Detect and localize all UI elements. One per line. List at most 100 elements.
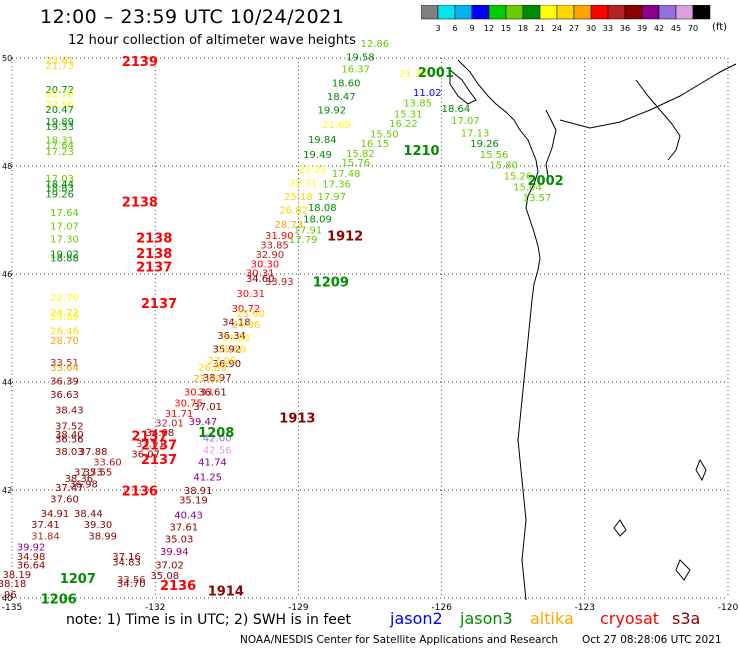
wave-height-value: 22.79	[50, 293, 79, 304]
pass-time-label: 2002	[528, 174, 564, 189]
wave-height-value: 28.70	[50, 336, 79, 347]
wave-height-value: 17.48	[332, 169, 361, 180]
wave-height-value: 18.88	[50, 254, 79, 265]
legend-jason2: jason2	[390, 609, 443, 628]
scale-label: 45	[671, 24, 681, 33]
wave-height-value: 25.60	[236, 309, 265, 320]
wave-height-value: 33.93	[265, 277, 294, 288]
wave-height-value: 33.64	[50, 363, 79, 374]
wave-height-value: 17.07	[451, 116, 480, 127]
wave-height-value: 30.31	[236, 289, 265, 300]
wave-height-value: 37.47	[55, 483, 84, 494]
wave-height-value: 18.60	[332, 79, 361, 90]
wave-height-value: 15.04	[513, 182, 542, 193]
lat-lon-grid: -135 -132 -129 -126 -123 -120 50 48 46 44 42 40	[2, 54, 739, 613]
wave-height-value: 42.56	[203, 445, 232, 456]
wave-height-value: 30.33	[184, 388, 213, 399]
pass-labels: 2139213821382138213721372137213721372136…	[41, 55, 564, 607]
pass-time-label: 2001	[418, 66, 454, 81]
scale-label: 39	[637, 24, 647, 33]
wave-height-value: 19.26	[45, 189, 74, 200]
wave-height-value: 33.51	[50, 358, 79, 369]
wave-height-value: 37.16	[112, 552, 141, 563]
wave-height-value: 38.97	[203, 373, 232, 384]
wave-height-value: 17.64	[45, 141, 74, 152]
wave-height-value: 34.98	[17, 552, 46, 563]
wave-height-value: 39.94	[160, 547, 189, 558]
wave-height-value: 15.82	[346, 149, 375, 160]
wave-height-value: 19.33	[45, 122, 74, 133]
wave-height-value: 42.00	[203, 433, 232, 444]
legend-altika: altika	[530, 609, 574, 628]
wave-height-value: 38.44	[74, 509, 103, 520]
pass-time-label: 2138	[136, 247, 172, 262]
wave-height-value: 38.36	[65, 474, 94, 485]
lon-tick-label: -129	[288, 603, 309, 613]
map-subtitle: 12 hour collection of altimeter wave hei…	[68, 33, 356, 48]
wave-height-value: 22.71	[289, 179, 318, 190]
wave-height-value: 35.19	[179, 496, 208, 507]
wave-height-value: 31.84	[31, 532, 60, 543]
wave-height-value: 19.89	[45, 117, 74, 128]
wave-height-value: 13.57	[523, 193, 552, 204]
pass-time-label: 2137	[141, 439, 177, 454]
wave-height-value: 35.03	[165, 534, 194, 545]
wave-height-value: 33.56	[117, 575, 146, 586]
map-title: 12:00 – 23:59 UTC 10/24/2021	[40, 6, 345, 28]
wave-height-value: 26.82	[279, 206, 308, 217]
unit-label: (ft)	[712, 22, 728, 33]
lat-tick-label: 50	[2, 54, 12, 63]
legend-jason3: jason3	[460, 609, 513, 628]
wave-height-value: 24.96	[232, 320, 261, 331]
legend-s3a: s3a	[672, 609, 701, 628]
wave-height-value: 36.07	[131, 450, 160, 461]
scale-swatch	[692, 5, 711, 20]
lon-tick-label: -135	[2, 603, 22, 613]
wave-height-value: 37.73	[74, 467, 103, 478]
wave-height-value: 17.13	[461, 128, 490, 139]
wave-height-value: 25.50	[217, 344, 246, 355]
wave-height-value: 15.76	[341, 158, 370, 169]
wave-height-value: 38.19	[2, 570, 31, 581]
pass-time-label: 1913	[279, 412, 315, 427]
wave-height-value: 35.08	[150, 571, 179, 582]
pass-time-label: 2137	[141, 453, 177, 468]
pass-time-label: 1912	[327, 230, 363, 245]
wave-height-value: 18.31	[45, 135, 74, 146]
wave-height-value: 30.72	[232, 304, 261, 315]
wave-height-value: 22.56	[45, 100, 74, 111]
wave-height-value: 19.49	[303, 150, 332, 161]
wave-height-value: 33.60	[93, 458, 122, 469]
wave-height-value: 35.92	[212, 344, 241, 355]
wave-height-value: 30.31	[246, 269, 275, 280]
wave-height-value: 36.56	[55, 434, 84, 445]
lat-tick-label: 48	[2, 162, 12, 171]
inland-outline	[635, 79, 681, 161]
scale-label: 15	[501, 24, 511, 33]
wave-height-value: 39.47	[189, 417, 218, 428]
wave-height-value: 38.43	[55, 405, 84, 416]
wave-height-value: 38.03	[55, 447, 84, 458]
lake-small-3	[675, 559, 691, 581]
wave-height-value: 30.30	[251, 260, 280, 271]
scale-label: 27	[569, 24, 579, 33]
wave-height-value: 36.90	[212, 359, 241, 370]
wave-height-value: 12.86	[360, 39, 389, 50]
scale-label: 36	[620, 24, 630, 33]
lake-small-1	[695, 458, 707, 482]
wave-height-value: 27.00	[208, 356, 237, 367]
footnote: note: 1) Time is in UTC; 2) SWH is in fe…	[66, 612, 352, 628]
wave-height-value: 34.18	[222, 317, 251, 328]
pass-time-label: 2138	[136, 232, 172, 247]
wave-height-value: 18.08	[308, 203, 337, 214]
wave-height-value: 15.56	[480, 150, 509, 161]
wave-height-value: 38.91	[184, 486, 213, 497]
scale-label: 3	[435, 24, 440, 33]
wave-height-value: 34.83	[112, 558, 141, 569]
pass-time-label: 1206	[41, 592, 77, 607]
coastline	[449, 59, 737, 601]
pass-time-label: 2136	[160, 579, 196, 594]
legend-cryosat: cryosat	[600, 609, 660, 628]
wave-height-value: 17.30	[50, 235, 79, 246]
